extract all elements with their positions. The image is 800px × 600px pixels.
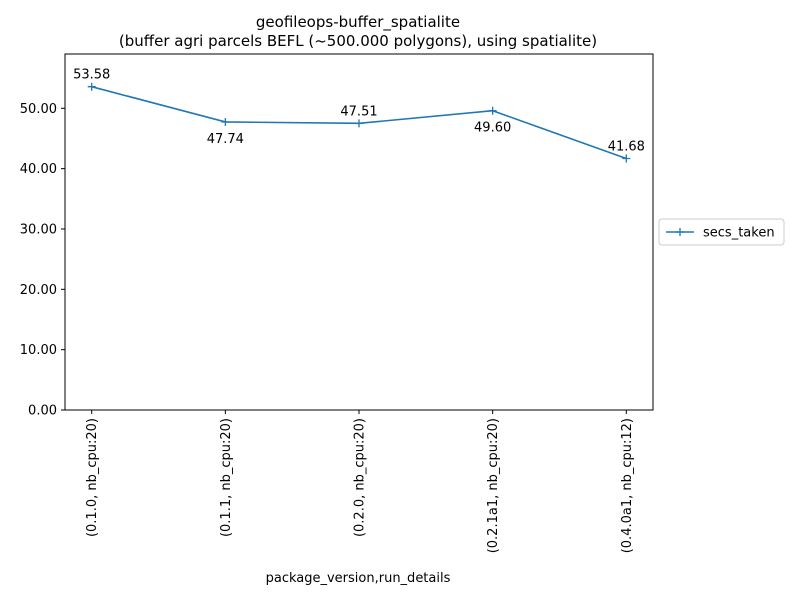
legend-box [658, 218, 785, 246]
data-label: 49.60 [474, 121, 511, 136]
data-point [488, 106, 497, 115]
data-label: 47.74 [207, 132, 244, 147]
legend: secs_taken [658, 218, 785, 246]
x-tick-label: (0.2.0, nb_cpu:20) [353, 418, 368, 537]
x-axis-label: package_version,run_details [266, 571, 451, 586]
x-tick-label: (0.4.0a1, nb_cpu:12) [620, 418, 635, 553]
data-point [622, 154, 631, 163]
x-tick-label: (0.1.0, nb_cpu:20) [85, 418, 100, 537]
x-tick-label: (0.2.1a1, nb_cpu:20) [486, 418, 501, 553]
plot-area: 0.00 10.00 20.00 30.00 40.00 50.00 (0.1.0, nb_… [20, 53, 654, 553]
data-point [355, 119, 363, 128]
x-tick-label: (0.1.1, nb_cpu:20) [219, 418, 234, 537]
y-tick-label: 50.00 [20, 102, 57, 117]
y-tick-label: 0.00 [28, 404, 57, 419]
chart-subtitle: (buffer agri parcels BEFL (~500.000 poly… [119, 32, 597, 50]
data-label: 41.68 [608, 140, 645, 155]
data-label: 53.58 [73, 68, 110, 83]
legend-marker [676, 228, 684, 236]
y-tick-label: 30.00 [20, 222, 57, 237]
data-label: 47.51 [340, 104, 377, 119]
legend-entry-label: secs_taken [703, 226, 775, 241]
y-tick-label: 40.00 [20, 162, 57, 177]
data-point [221, 117, 230, 126]
y-tick-label: 10.00 [20, 343, 57, 358]
data-point [87, 82, 96, 91]
chart-title: geofileops-buffer_spatialite [256, 13, 460, 32]
y-tick-label: 20.00 [20, 283, 57, 298]
